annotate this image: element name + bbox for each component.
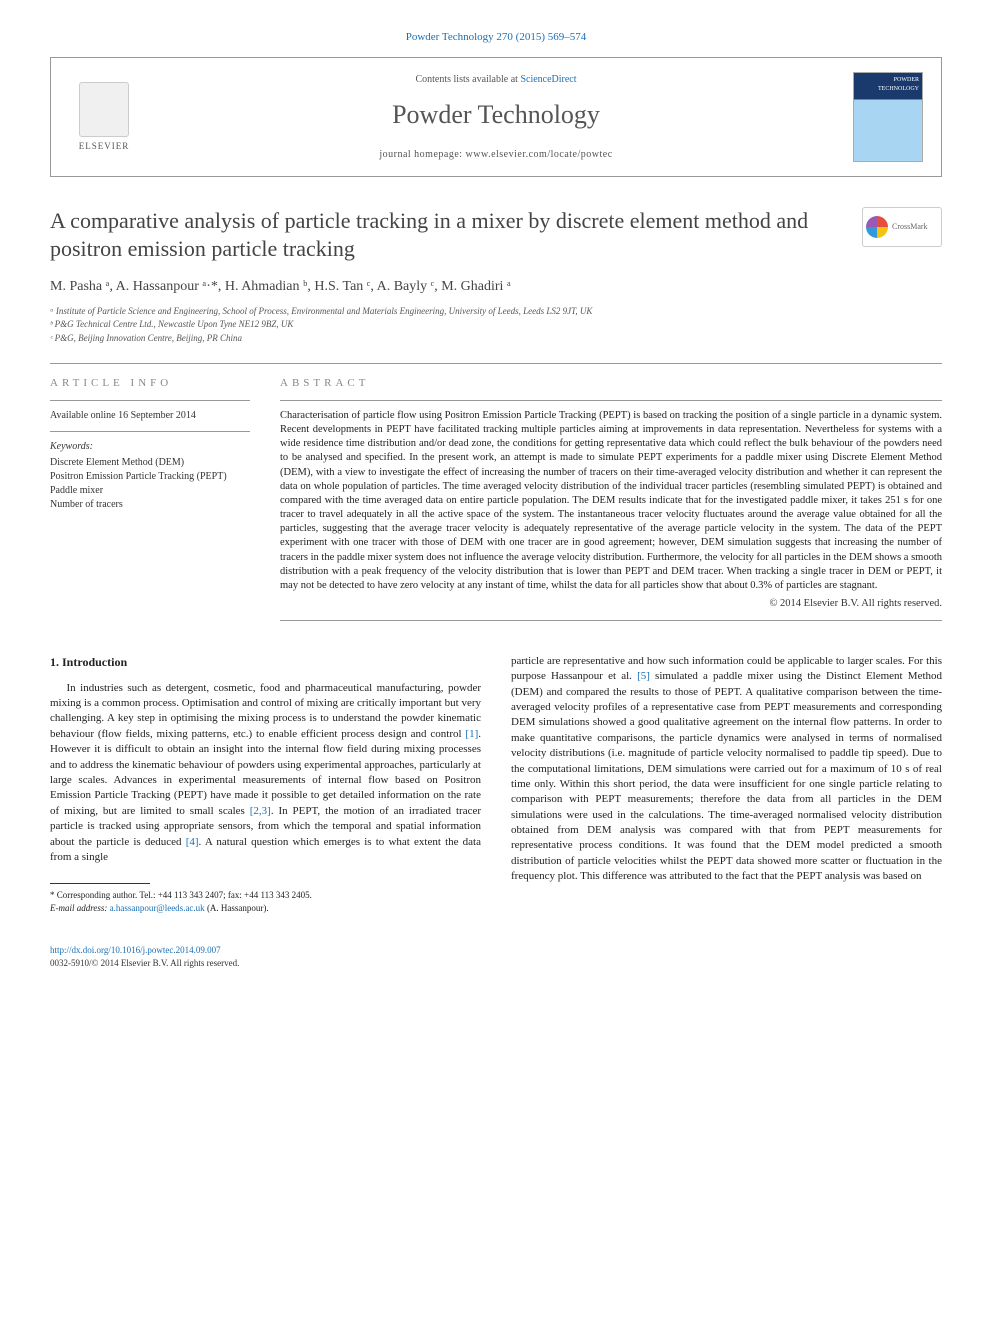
article-title-text: A comparative analysis of particle track… [50, 208, 808, 261]
journal-homepage: journal homepage: www.elsevier.com/locat… [139, 148, 853, 162]
body-para: particle are representative and how such… [511, 654, 942, 885]
affiliations: ᵃ Institute of Particle Science and Engi… [50, 305, 942, 346]
cover-label: POWDER TECHNOLOGY [854, 73, 922, 96]
doi-link[interactable]: http://dx.doi.org/10.1016/j.powtec.2014.… [50, 945, 221, 955]
corr-author-line: * Corresponding author. Tel.: +44 113 34… [50, 889, 481, 902]
body-text-2b: simulated a paddle mixer using the Disti… [511, 670, 942, 882]
abstract-heading: ABSTRACT [280, 376, 942, 391]
authors-line: M. Pasha ᵃ, A. Hassanpour ᵃ·*, H. Ahmadi… [50, 277, 942, 297]
sciencedirect-link[interactable]: ScienceDirect [520, 74, 576, 85]
page-footer: http://dx.doi.org/10.1016/j.powtec.2014.… [50, 944, 942, 969]
email-line: E-mail address: a.hassanpour@leeds.ac.uk… [50, 902, 481, 915]
body-text-1a: In industries such as detergent, cosmeti… [50, 682, 481, 740]
body-para: In industries such as detergent, cosmeti… [50, 681, 481, 866]
homepage-label: journal homepage: [379, 149, 465, 160]
keyword-item: Paddle mixer [50, 484, 250, 498]
info-abstract-row: ARTICLE INFO Available online 16 Septemb… [50, 376, 942, 628]
crossmark-badge[interactable]: CrossMark [862, 207, 942, 247]
crossmark-icon [866, 216, 888, 238]
section-heading-intro: 1. Introduction [50, 654, 481, 671]
crossmark-label: CrossMark [892, 222, 928, 232]
ref-link-23[interactable]: [2,3] [250, 805, 271, 817]
homepage-url[interactable]: www.elsevier.com/locate/powtec [466, 149, 613, 160]
keywords-list: Discrete Element Method (DEM) Positron E… [50, 456, 250, 512]
issn-copyright: 0032-5910/© 2014 Elsevier B.V. All right… [50, 958, 239, 968]
info-divider-2 [50, 431, 250, 432]
journal-title: Powder Technology [139, 97, 853, 133]
corresponding-footnote: * Corresponding author. Tel.: +44 113 34… [50, 889, 481, 914]
abstract-col: ABSTRACT Characterisation of particle fl… [280, 376, 942, 628]
body-col-left: 1. Introduction In industries such as de… [50, 654, 481, 915]
journal-center: Contents lists available at ScienceDirec… [139, 73, 853, 162]
body-columns: 1. Introduction In industries such as de… [50, 654, 942, 915]
abstract-divider [280, 400, 942, 401]
publisher-logo: ELSEVIER [69, 77, 139, 157]
article-title: A comparative analysis of particle track… [50, 207, 942, 262]
contents-line: Contents lists available at ScienceDirec… [139, 73, 853, 87]
info-divider-1 [50, 400, 250, 401]
body-col-right: particle are representative and how such… [511, 654, 942, 915]
ref-link-1[interactable]: [1] [465, 728, 478, 740]
divider [50, 363, 942, 364]
abstract-text: Characterisation of particle flow using … [280, 409, 942, 593]
publisher-name: ELSEVIER [79, 140, 130, 153]
journal-cover-thumb: POWDER TECHNOLOGY [853, 72, 923, 162]
email-link[interactable]: a.hassanpour@leeds.ac.uk [110, 903, 205, 913]
affiliation-b: ᵇ P&G Technical Centre Ltd., Newcastle U… [50, 318, 942, 332]
ref-link-4[interactable]: [4] [186, 836, 199, 848]
article-info-col: ARTICLE INFO Available online 16 Septemb… [50, 376, 250, 628]
article-info-heading: ARTICLE INFO [50, 376, 250, 391]
journal-header-box: ELSEVIER Contents lists available at Sci… [50, 57, 942, 177]
available-online: Available online 16 September 2014 [50, 409, 250, 423]
keyword-item: Discrete Element Method (DEM) [50, 456, 250, 470]
keywords-label: Keywords: [50, 440, 250, 454]
keyword-item: Number of tracers [50, 498, 250, 512]
header-citation: Powder Technology 270 (2015) 569–574 [50, 30, 942, 45]
affiliation-c: ᶜ P&G, Beijing Innovation Centre, Beijin… [50, 332, 942, 346]
body-text-1b: . However it is difficult to obtain an i… [50, 728, 481, 817]
footnote-separator [50, 883, 150, 884]
email-suffix: (A. Hassanpour). [205, 903, 269, 913]
abstract-copyright: © 2014 Elsevier B.V. All rights reserved… [280, 597, 942, 612]
email-label: E-mail address: [50, 903, 110, 913]
keyword-item: Positron Emission Particle Tracking (PEP… [50, 470, 250, 484]
abstract-bottom-divider [280, 620, 942, 621]
contents-prefix: Contents lists available at [415, 74, 520, 85]
affiliation-a: ᵃ Institute of Particle Science and Engi… [50, 305, 942, 319]
elsevier-tree-icon [79, 82, 129, 137]
ref-link-5[interactable]: [5] [637, 670, 650, 682]
